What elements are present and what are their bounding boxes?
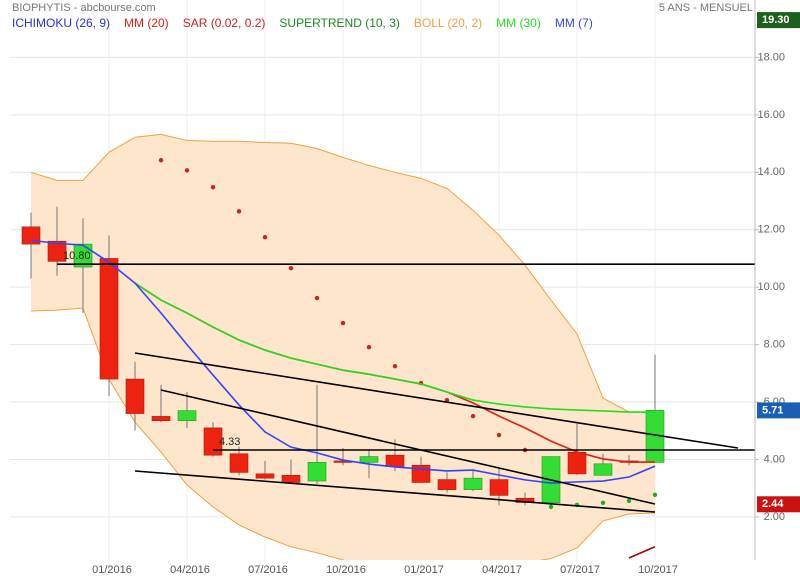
- y-tick-label: 12.00: [757, 224, 785, 236]
- price-tags: 19.30 5.71 2.44: [757, 12, 800, 513]
- sar-dot: [652, 492, 658, 498]
- candle-body: [359, 456, 379, 463]
- candle-body: [385, 454, 405, 467]
- candle-body: [463, 477, 483, 490]
- candles: [21, 206, 665, 509]
- bollinger-upper: [30, 133, 655, 413]
- price-tag-label: 2.44: [762, 498, 784, 510]
- chart-title: BIOPHYTIS - abcbourse.com: [12, 2, 156, 14]
- sar-dot: [600, 500, 606, 506]
- candle-body: [229, 453, 249, 473]
- trend-line: [134, 352, 739, 449]
- x-tick-label: 01/2016: [92, 564, 132, 576]
- price-tag-box: [757, 12, 800, 29]
- levels: 10.80 4.33: [57, 250, 755, 451]
- trend-line: [134, 470, 656, 513]
- price-tag-box: [757, 402, 800, 419]
- trend-lines: [134, 352, 739, 513]
- legend-entry: MM (30): [496, 16, 541, 30]
- y-tick-label: 18.00: [757, 51, 785, 63]
- y-tick-label: 16.00: [757, 109, 785, 121]
- indicator-line: [30, 239, 656, 484]
- candle-body: [307, 462, 327, 482]
- sar-dot: [184, 168, 190, 173]
- sar-dot: [210, 185, 216, 190]
- y-tick-label: 10.00: [757, 281, 785, 293]
- sar-dot: [470, 413, 476, 419]
- candle-body: [255, 473, 275, 479]
- level-label: 10.80: [63, 250, 91, 262]
- sar-dot: [366, 345, 372, 350]
- sar-dot: [262, 235, 268, 240]
- sar-dot: [444, 397, 450, 403]
- indicators: [30, 158, 658, 559]
- candle-body: [125, 378, 145, 414]
- candle-body: [177, 410, 197, 422]
- indicator-line: [134, 282, 655, 413]
- chart-subtitle: 5 ANS - MENSUEL: [659, 2, 753, 14]
- sar-dot: [314, 295, 320, 301]
- sar-dot: [236, 209, 242, 214]
- candle-body: [47, 240, 67, 262]
- candle-body: [567, 452, 587, 475]
- legend-entry: MM (20): [124, 16, 169, 30]
- sar-dot: [496, 432, 502, 438]
- candle-body: [151, 416, 171, 422]
- x-tick-label: 07/2017: [560, 564, 600, 576]
- price-tag-label: 19.30: [762, 14, 790, 26]
- legend-entry: SAR (0.02, 0.2): [183, 16, 266, 30]
- y-tick-label: 8.00: [764, 339, 785, 351]
- sar-dot: [158, 158, 164, 163]
- legend-entry: MM (7): [555, 16, 593, 30]
- sar-dot: [626, 498, 632, 504]
- sar-dot: [340, 320, 346, 326]
- candle-body: [593, 463, 613, 476]
- sar-dot: [288, 266, 294, 271]
- candle-body: [21, 226, 41, 245]
- trend-line: [160, 389, 656, 505]
- x-tick-label: 01/2017: [404, 564, 444, 576]
- y-tick-label: 2.00: [764, 511, 785, 523]
- x-tick-label: 04/2016: [170, 564, 210, 576]
- x-tick-label: 10/2016: [326, 564, 366, 576]
- y-tick-label: 4.00: [764, 453, 785, 465]
- legend: ICHIMOKU (26, 9) MM (20) SAR (0.02, 0.2) SU…: [12, 16, 593, 30]
- indicator-line: [628, 546, 656, 559]
- sar-dot: [392, 363, 398, 369]
- sar-dot: [548, 504, 554, 510]
- price-tag-label: 5.71: [762, 404, 783, 416]
- x-tick-label: 07/2016: [248, 564, 288, 576]
- bollinger-area: [31, 134, 655, 560]
- level-label: 4.33: [219, 436, 240, 448]
- legend-entry: SUPERTREND (10, 3): [279, 16, 399, 30]
- candle-body: [73, 243, 93, 268]
- candle-body: [281, 474, 301, 483]
- y-tick-label: 14.00: [757, 166, 785, 178]
- legend-entry: BOLL (20, 2): [414, 16, 482, 30]
- candle-body: [99, 258, 119, 380]
- candle-body: [489, 479, 509, 496]
- x-tick-label: 10/2017: [638, 564, 678, 576]
- price-tag-box: [757, 496, 800, 513]
- candle-body: [203, 427, 223, 456]
- x-tick-label: 04/2017: [482, 564, 522, 576]
- legend-entry: ICHIMOKU (26, 9): [12, 16, 110, 30]
- candle-body: [437, 479, 457, 490]
